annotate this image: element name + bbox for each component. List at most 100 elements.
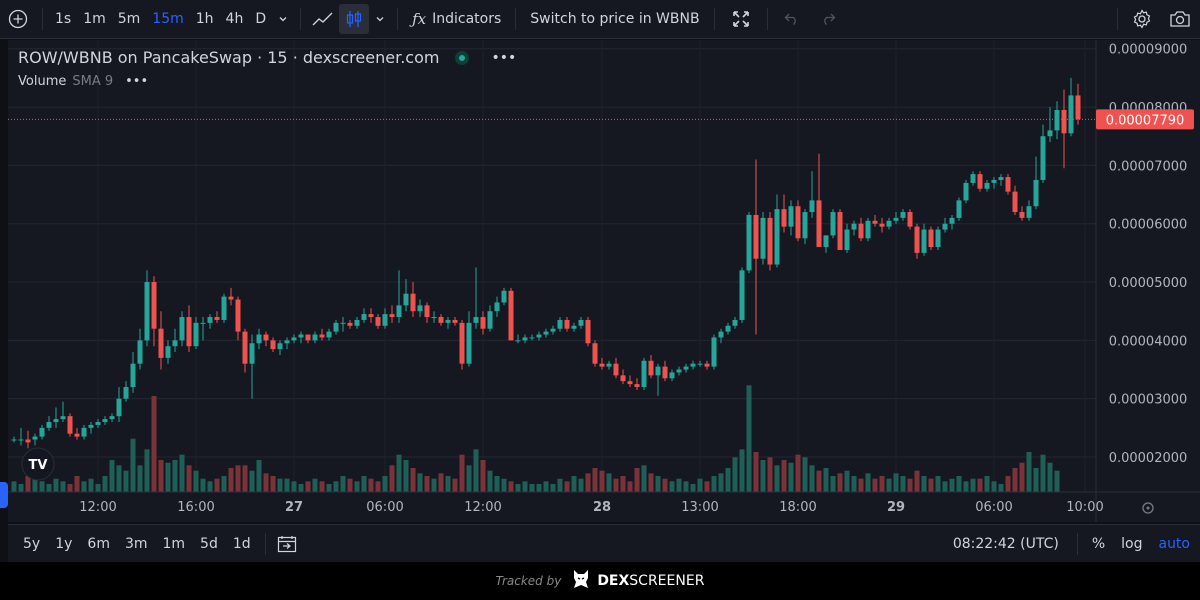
time-tick-label: 18:00 <box>779 500 816 515</box>
volume-bar <box>270 476 276 492</box>
candle <box>711 334 717 370</box>
price-tick-label: 0.00002000 <box>1109 451 1188 466</box>
volume-bar <box>95 484 101 492</box>
range-3m[interactable]: 3m <box>124 536 148 552</box>
auto-toggle[interactable]: auto <box>1158 536 1190 552</box>
volume-bar <box>81 481 87 492</box>
percent-toggle[interactable]: % <box>1091 536 1106 552</box>
range-5d[interactable]: 5d <box>200 536 218 552</box>
candle-body <box>613 363 619 376</box>
candle <box>1012 185 1018 215</box>
price-tick-label: 0.00004000 <box>1109 334 1188 349</box>
interval-4h[interactable]: 4h <box>225 11 244 27</box>
camera-icon[interactable] <box>1160 0 1200 38</box>
redo-icon[interactable] <box>810 0 846 38</box>
volume-bar <box>830 476 836 492</box>
live-status-icon <box>455 50 470 65</box>
range-5y[interactable]: 5y <box>23 536 41 552</box>
candle <box>802 209 808 245</box>
interval-1s[interactable]: 1s <box>55 11 72 27</box>
candle <box>746 212 752 274</box>
volume-bar <box>718 473 724 492</box>
candle <box>165 340 171 364</box>
fullscreen-icon[interactable] <box>721 0 761 38</box>
candle-body <box>893 217 899 221</box>
toolbar-divider <box>397 8 399 30</box>
candle <box>935 226 941 250</box>
toolbar-divider <box>300 8 302 30</box>
candle <box>557 317 563 332</box>
utc-clock[interactable]: 08:22:42 (UTC) <box>952 536 1059 552</box>
range-6m[interactable]: 6m <box>87 536 110 552</box>
candle <box>39 424 45 440</box>
candle-body <box>389 314 395 318</box>
volume-bar <box>1026 452 1032 492</box>
range-1y[interactable]: 1y <box>55 536 73 552</box>
goto-date-icon[interactable] <box>272 525 302 563</box>
volume-bar <box>1054 470 1060 492</box>
log-toggle[interactable]: log <box>1121 536 1143 552</box>
volume-bar <box>536 484 542 492</box>
candlestick-chart[interactable]: 0.000090000.000080000.000070000.00006000… <box>8 40 1200 522</box>
volume-bar <box>928 478 934 492</box>
candles-icon[interactable] <box>339 4 370 34</box>
candle <box>200 317 206 341</box>
volume-bar <box>284 478 290 492</box>
settings-icon[interactable] <box>1124 0 1160 38</box>
chevron-down-icon[interactable] <box>369 0 391 38</box>
candle-body <box>935 229 941 248</box>
add-icon[interactable] <box>0 0 36 38</box>
interval-5m[interactable]: 5m <box>117 11 141 27</box>
volume-bar <box>543 481 549 492</box>
candle <box>284 337 290 350</box>
candle <box>816 153 822 248</box>
range-1m[interactable]: 1m <box>162 536 186 552</box>
candle <box>760 212 766 265</box>
candle <box>914 223 920 259</box>
candle <box>781 194 787 233</box>
candle-body <box>788 206 794 227</box>
bottom-toolbar: 5y 1y 6m 3m 1m 5d 1d 08:22:42 (UTC) % log auto <box>8 524 1200 563</box>
indicators-button[interactable]: ƒx Indicators <box>404 0 509 38</box>
legend-more-button[interactable]: ••• <box>491 49 517 66</box>
interval-1h[interactable]: 1h <box>195 11 214 27</box>
candle <box>1026 200 1032 221</box>
volume-bar <box>816 470 822 492</box>
candle <box>1054 101 1060 140</box>
volume-bar <box>179 454 185 492</box>
toolbar-divider <box>515 8 517 30</box>
candle <box>529 334 535 341</box>
undo-icon[interactable] <box>774 0 810 38</box>
volume-bar <box>844 470 850 492</box>
candle <box>375 314 381 329</box>
range-1d[interactable]: 1d <box>232 536 251 552</box>
candle <box>501 287 507 306</box>
volume-more-button[interactable]: ••• <box>125 74 149 89</box>
candle <box>753 159 759 335</box>
candle-body <box>1012 191 1018 213</box>
interval-15m[interactable]: 15m <box>152 11 184 27</box>
volume-bar <box>935 476 941 492</box>
price-tick-label: 0.00005000 <box>1109 276 1188 291</box>
candle <box>585 317 591 347</box>
candle <box>634 378 640 390</box>
candle <box>522 334 528 344</box>
candle-body <box>620 375 626 382</box>
candle-body <box>1075 95 1081 120</box>
candle-body <box>284 340 290 344</box>
tradingview-logo: TV <box>21 447 55 481</box>
chevron-down-icon[interactable] <box>272 0 294 38</box>
top-toolbar: 1s 1m 5m 15m 1h 4h D ƒx Indicators Switch to p… <box>0 0 1200 39</box>
volume-bar <box>473 449 479 492</box>
candle <box>732 317 738 329</box>
interval-1m[interactable]: 1m <box>83 11 106 27</box>
interval-d[interactable]: D <box>255 11 267 27</box>
candle-body <box>956 200 962 218</box>
line-chart-icon[interactable] <box>307 0 339 38</box>
chart-pane[interactable]: 0.00009000 0.00008000 0.00007000 0.00006000… <box>8 40 1200 522</box>
price-tick-label: 0.00009000 <box>1109 43 1188 58</box>
candle-body <box>858 223 864 239</box>
panel-resize-handle[interactable] <box>0 482 8 508</box>
candle-body <box>305 334 311 341</box>
switch-price-button[interactable]: Switch to price in WBNB <box>522 0 707 38</box>
